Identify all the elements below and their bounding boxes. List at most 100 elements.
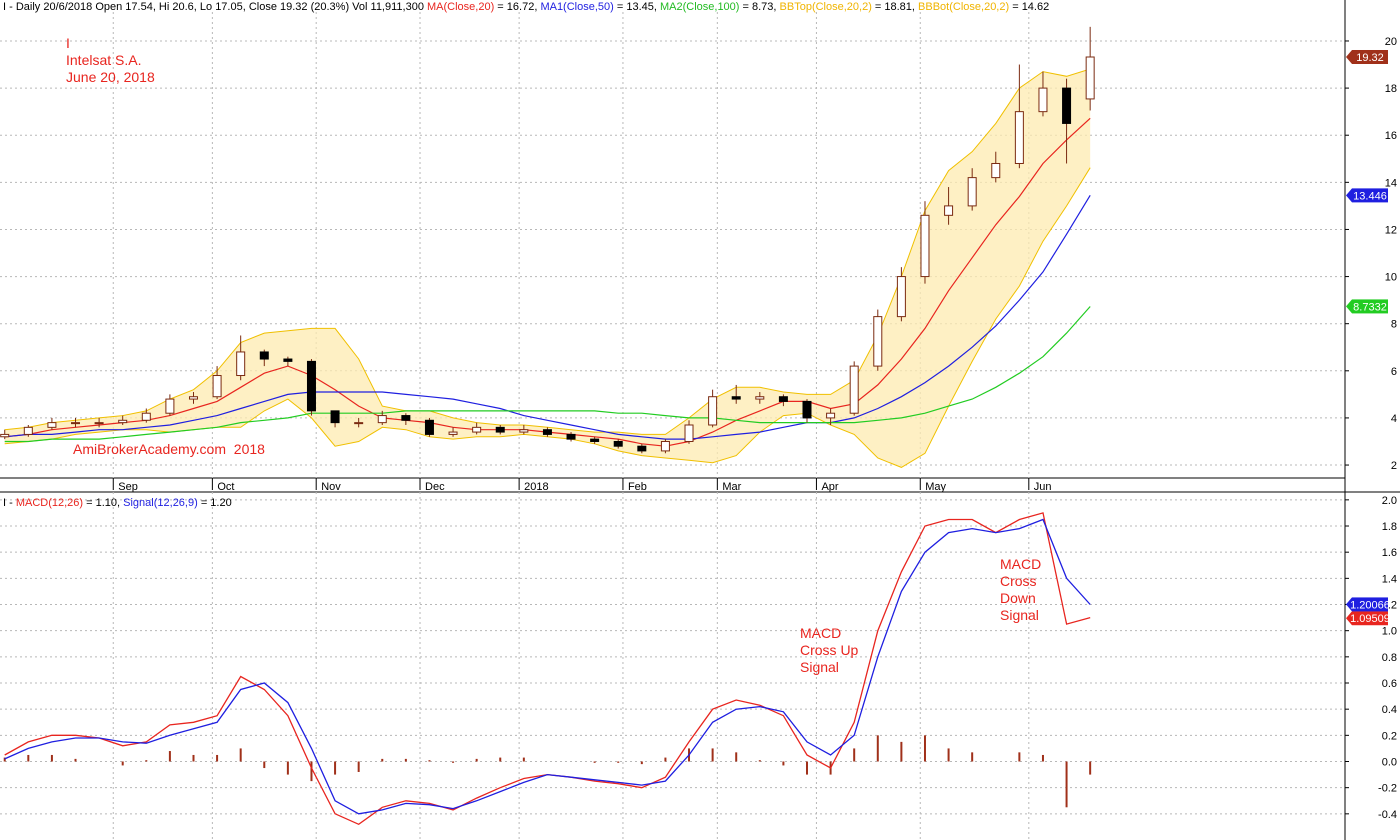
- candle-body: [896, 276, 906, 318]
- y-tick-label: 1.6: [1382, 547, 1397, 559]
- candle-body: [401, 415, 411, 421]
- candle-body: [566, 433, 576, 440]
- y-tick-label: 1.8: [1382, 521, 1397, 533]
- y-tick-label: 0.6: [1382, 678, 1397, 690]
- header-segment: = 8.73,: [739, 1, 779, 13]
- candle-body: [755, 396, 765, 400]
- candle-body: [660, 440, 670, 452]
- value-badge-label: 13.446: [1353, 190, 1387, 202]
- value-badge-label: 19.32: [1356, 52, 1384, 64]
- candle-body: [684, 424, 694, 442]
- candle-body: [991, 162, 1001, 179]
- candle-body: [47, 422, 57, 428]
- candle-body: [0, 433, 10, 438]
- x-tick-label: Sep: [118, 481, 138, 493]
- y-tick-label: 10: [1385, 272, 1397, 284]
- header-segment: = 16.72,: [494, 1, 540, 13]
- candle-body: [330, 410, 340, 424]
- candle-body: [354, 422, 364, 425]
- candle-body: [118, 419, 128, 424]
- header-segment: BBBot(Close,20,2): [918, 1, 1009, 13]
- candle-body: [802, 400, 812, 419]
- header-segment: BBTop(Close,20,2): [780, 1, 872, 13]
- y-tick-label: 2: [1391, 460, 1397, 472]
- annotation: Down: [1000, 590, 1036, 606]
- header-segment: MA1(Close,50): [540, 1, 613, 13]
- candle-body: [1062, 87, 1072, 124]
- annotation: Signal: [1000, 607, 1039, 623]
- y-tick-label: 0.2: [1382, 730, 1397, 742]
- candle-body: [283, 358, 293, 362]
- value-badge-label: 1.09509: [1350, 613, 1390, 625]
- x-tick-label: Apr: [821, 481, 838, 493]
- value-badge: [1352, 188, 1388, 203]
- annotation: Signal: [800, 659, 839, 675]
- candle-body: [920, 214, 930, 278]
- annotation: I: [66, 35, 70, 51]
- candle-body: [165, 398, 175, 414]
- value-badge-label: 1.20066: [1350, 599, 1390, 611]
- value-badge: [1352, 597, 1388, 612]
- annotation: MACD: [800, 625, 841, 641]
- annotation: Intelsat S.A.: [66, 52, 141, 68]
- candle-body: [141, 412, 151, 421]
- candle-body: [613, 440, 623, 447]
- panel: -0.4-0.20.00.20.40.60.81.01.21.41.61.82.…: [0, 492, 1397, 840]
- header-segment: = 1.10,: [83, 497, 123, 509]
- moving-average: [4, 194, 1091, 440]
- candle-body: [94, 422, 104, 425]
- moving-average: [4, 306, 1091, 443]
- x-tick-label: Nov: [321, 481, 341, 493]
- candle-body: [731, 396, 741, 400]
- value-badge-label: 8.7332: [1353, 301, 1387, 313]
- y-tick-label: 16: [1385, 130, 1397, 142]
- x-tick-label: Mar: [722, 481, 741, 493]
- value-badge-arrow: [1346, 49, 1352, 64]
- annotation: MACD: [1000, 556, 1041, 572]
- candle-body: [1085, 56, 1095, 100]
- candle-body: [1038, 87, 1048, 113]
- y-tick-label: 4: [1391, 413, 1397, 425]
- candle-body: [519, 429, 529, 433]
- candle-body: [1014, 111, 1024, 164]
- header-segment: = 18.81,: [872, 1, 918, 13]
- value-badge-arrow: [1346, 299, 1352, 314]
- y-tick-label: 1.4: [1382, 573, 1397, 585]
- annotation: Cross Up: [800, 642, 859, 658]
- candle-body: [778, 396, 788, 402]
- y-tick-label: -0.2: [1378, 783, 1397, 795]
- header-segment: MACD(12,26): [16, 497, 83, 509]
- candle-body: [495, 426, 505, 433]
- value-badge: [1352, 611, 1388, 626]
- candle-body: [236, 351, 246, 377]
- annotation: AmiBrokerAcademy.com 2018: [73, 441, 265, 457]
- candle-body: [188, 396, 198, 400]
- candle-body: [944, 205, 954, 216]
- annotation: June 20, 2018: [66, 69, 155, 85]
- panel: 2 4 6 8 10 12 14 16 18 20 Sep Oct Nov Dec 2018 Feb Mar Ap…: [0, 1, 1397, 493]
- header-segment: I - Daily 20/6/2018 Open 17.54, Hi 20.6,…: [3, 1, 427, 13]
- bollinger-fill: [4, 69, 1091, 468]
- candle-body: [259, 351, 269, 360]
- x-tick-label: 2018: [524, 481, 548, 493]
- y-tick-label: 12: [1385, 224, 1397, 236]
- macd-line: [4, 518, 1091, 815]
- y-tick-label: 0.4: [1382, 704, 1397, 716]
- y-tick-label: 0.0: [1382, 757, 1397, 769]
- header-segment: Signal(12,26,9): [123, 497, 198, 509]
- candle-body: [967, 177, 977, 207]
- candle-body: [23, 426, 33, 435]
- candle-body: [826, 412, 836, 419]
- panel-header: I - Daily 20/6/2018 Open 17.54, Hi 20.6,…: [3, 1, 1049, 13]
- y-tick-label: 6: [1391, 366, 1397, 378]
- value-badge-arrow: [1346, 597, 1352, 612]
- y-tick-label: 18: [1385, 83, 1397, 95]
- header-segment: MA(Close,20): [427, 1, 494, 13]
- candle-body: [424, 419, 434, 435]
- value-badge-arrow: [1346, 611, 1352, 626]
- annotation: Cross: [1000, 573, 1037, 589]
- candle-body: [637, 445, 647, 452]
- candle-body: [377, 415, 387, 424]
- y-tick-label: 20: [1385, 36, 1397, 48]
